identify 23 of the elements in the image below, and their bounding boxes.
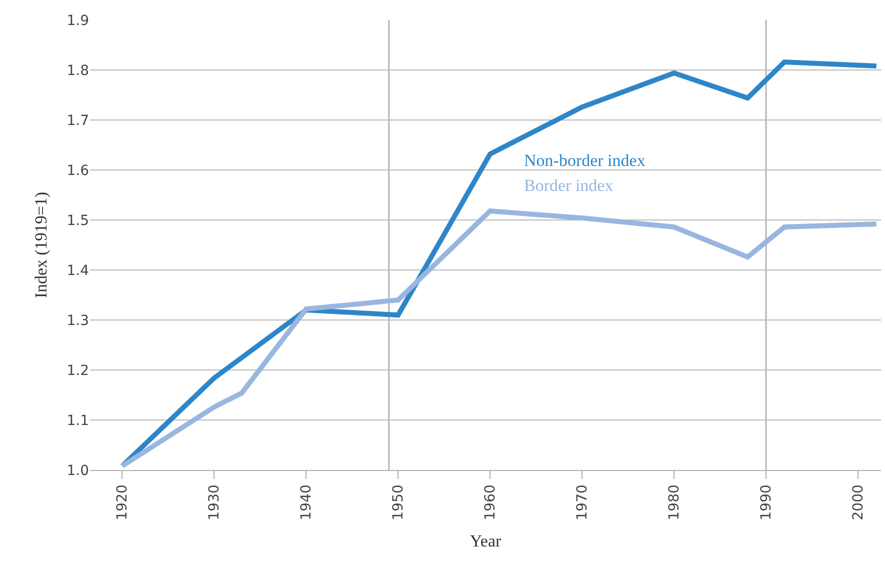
x-tick-label: 1930 xyxy=(206,484,223,520)
y-tick-label: 1.5 xyxy=(66,212,89,229)
x-tick-label: 1950 xyxy=(390,484,407,520)
y-tick-label: 1.7 xyxy=(66,112,89,129)
series-label: Non-border index xyxy=(524,151,646,170)
series-label: Border index xyxy=(524,176,614,195)
x-tick-label: 1980 xyxy=(666,484,683,520)
x-tick-label: 1990 xyxy=(758,484,775,520)
x-axis-title: Year xyxy=(470,532,502,551)
y-tick-label: 1.2 xyxy=(66,362,89,379)
y-tick-label: 1.8 xyxy=(66,62,89,79)
y-tick-label: 1.9 xyxy=(66,12,89,29)
x-tick-label: 1940 xyxy=(298,484,315,520)
y-tick-label: 1.0 xyxy=(66,462,89,479)
x-tick-label: 1970 xyxy=(574,484,591,520)
x-tick-label: 1960 xyxy=(482,484,499,520)
y-tick-label: 1.1 xyxy=(66,412,89,429)
y-axis-title: Index (1919=1) xyxy=(31,192,50,298)
x-tick-label: 1920 xyxy=(114,484,131,520)
y-tick-label: 1.4 xyxy=(66,262,90,279)
y-tick-label: 1.6 xyxy=(66,162,90,179)
x-tick-label: 2000 xyxy=(850,484,867,520)
y-tick-label: 1.3 xyxy=(66,312,89,329)
